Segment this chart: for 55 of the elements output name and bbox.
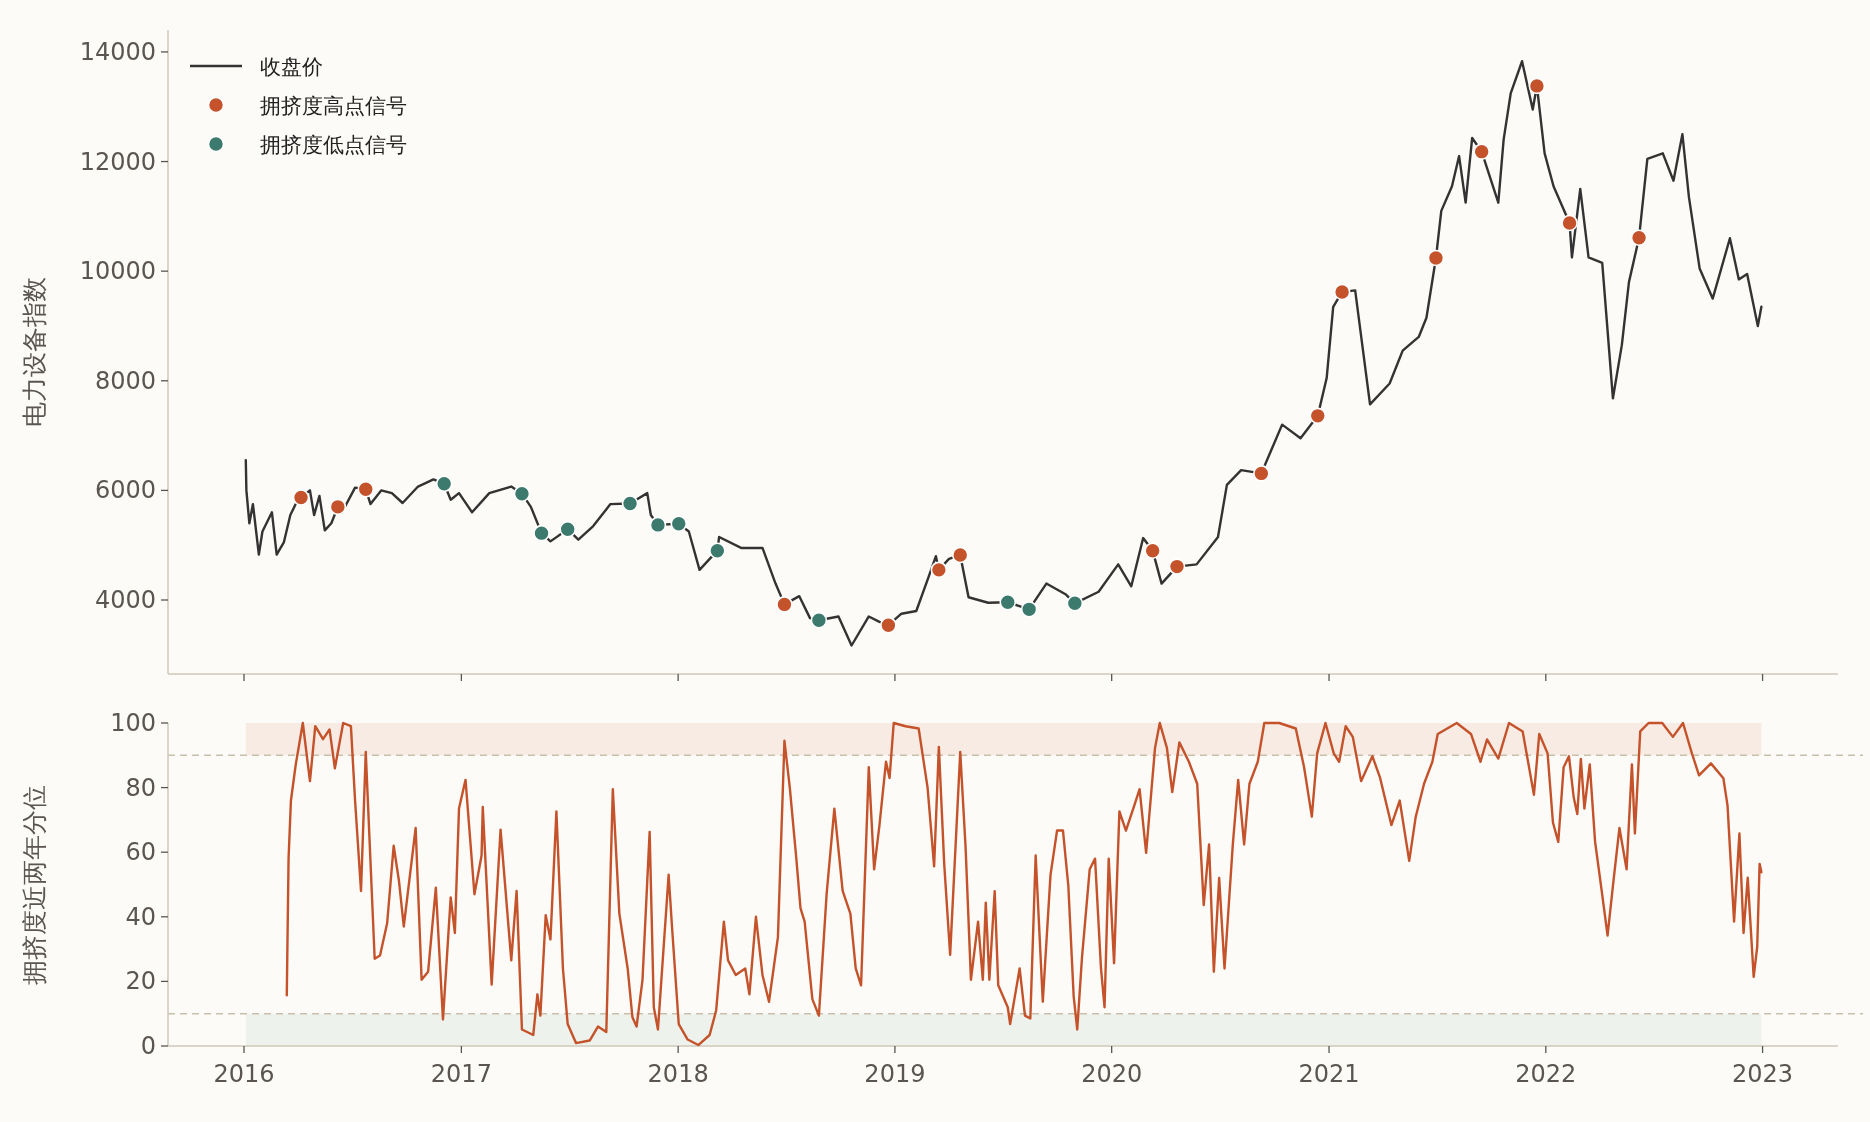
y-tick-label: 8000 bbox=[94, 366, 156, 395]
y-tick-label: 0 bbox=[140, 1032, 156, 1060]
y-tick-label: 4000 bbox=[94, 586, 156, 615]
y-tick-label: 6000 bbox=[94, 476, 156, 505]
point bbox=[1309, 407, 1327, 425]
y-tick-label: 20 bbox=[125, 967, 156, 996]
point bbox=[999, 593, 1017, 611]
point bbox=[621, 495, 639, 512]
point bbox=[435, 475, 453, 493]
y-tick-label: 80 bbox=[125, 773, 156, 802]
x-tick-label: 2022 bbox=[1515, 1060, 1577, 1088]
x-tick-label: 2020 bbox=[1081, 1060, 1143, 1088]
x-tick-label: 2019 bbox=[864, 1060, 926, 1088]
point bbox=[1144, 542, 1161, 559]
point bbox=[1253, 465, 1270, 482]
x-tick-label: 2023 bbox=[1732, 1060, 1794, 1088]
point bbox=[559, 521, 576, 538]
point bbox=[329, 498, 347, 516]
x-tick-label: 2017 bbox=[430, 1060, 492, 1088]
x-tick-label: 2016 bbox=[213, 1060, 275, 1088]
point bbox=[930, 561, 948, 579]
y-axis-title: 电力设备指数 bbox=[20, 277, 49, 427]
y-tick-label: 14000 bbox=[79, 37, 156, 66]
point bbox=[1427, 249, 1445, 267]
point bbox=[709, 542, 726, 559]
point bbox=[357, 481, 375, 498]
point bbox=[1473, 143, 1490, 160]
point bbox=[513, 485, 531, 502]
line-series bbox=[285, 721, 1763, 1047]
point bbox=[1528, 77, 1546, 95]
point bbox=[670, 515, 688, 533]
point bbox=[1333, 283, 1351, 301]
y-tick-label: 60 bbox=[125, 838, 156, 867]
point bbox=[649, 516, 667, 534]
point bbox=[1066, 595, 1084, 612]
point bbox=[810, 611, 828, 629]
legend-label: 拥挤度高点信号 bbox=[260, 94, 407, 118]
point bbox=[1561, 214, 1578, 232]
point bbox=[1020, 601, 1038, 618]
point bbox=[1630, 229, 1648, 247]
y-tick-label: 100 bbox=[110, 709, 156, 737]
point bbox=[951, 546, 969, 564]
point bbox=[533, 524, 550, 542]
x-tick-label: 2021 bbox=[1298, 1060, 1360, 1088]
x-tick-label: 2018 bbox=[647, 1060, 709, 1088]
y-tick-label: 12000 bbox=[79, 147, 156, 176]
point bbox=[292, 489, 310, 506]
y-tick-label: 40 bbox=[125, 902, 156, 931]
legend-label: 收盘价 bbox=[260, 55, 323, 79]
point bbox=[1168, 558, 1186, 575]
legend-label: 拥挤度低点信号 bbox=[260, 133, 407, 157]
point bbox=[880, 616, 897, 634]
y-tick-label: 10000 bbox=[79, 257, 156, 286]
point bbox=[776, 596, 793, 613]
y-axis-title: 拥挤度近两年分位 bbox=[20, 784, 49, 985]
